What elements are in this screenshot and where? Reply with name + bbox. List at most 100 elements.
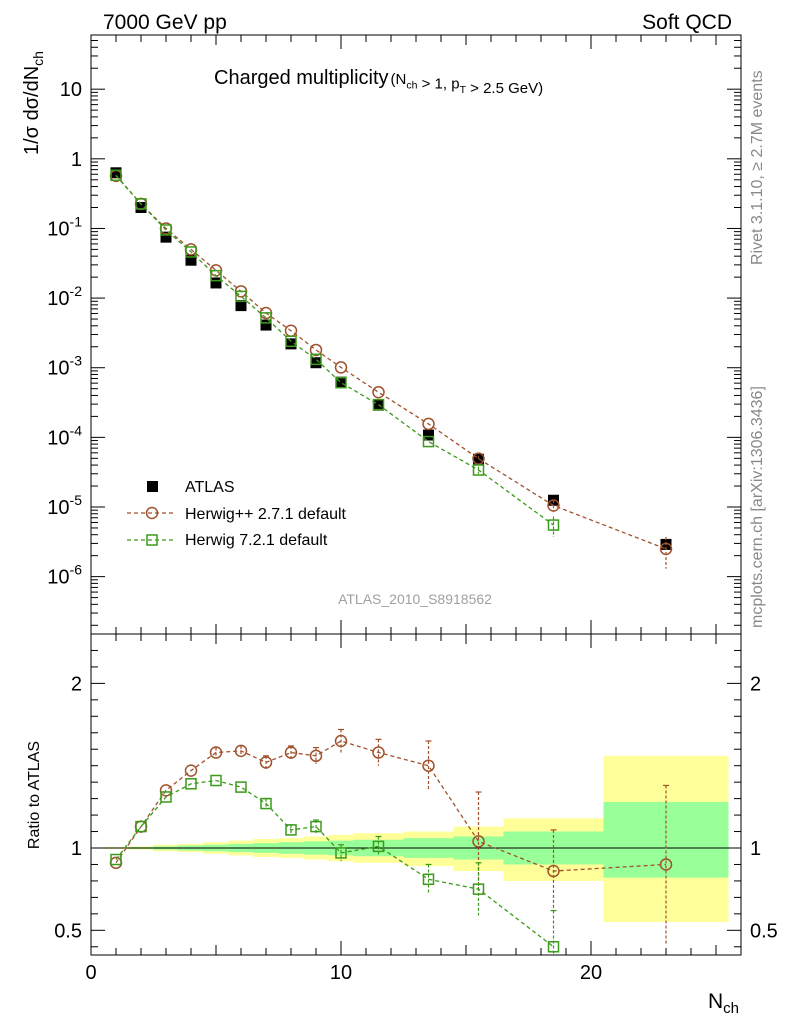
series-line-herwigpp <box>115 175 667 550</box>
herwigpp-point <box>659 542 673 556</box>
legend-herwigpp-label: Herwig++ 2.7.1 default <box>185 506 347 523</box>
atlas-point <box>135 201 147 213</box>
ratio-herwigpp-point <box>284 746 298 759</box>
main-y-tick-label: 10-4 <box>47 422 82 449</box>
atlas-point <box>185 254 197 266</box>
ratio-herwig7-point <box>185 778 197 790</box>
ratio-herwig7-point <box>547 941 560 953</box>
ratio-series-layer <box>109 728 673 955</box>
main-axis-ticks <box>90 34 742 634</box>
ratio-herwig7-point <box>160 791 172 803</box>
atlas-point <box>285 338 297 350</box>
main-y-tick-label: 10 <box>60 79 82 101</box>
ratio-y-tick-label-right: 2 <box>750 673 761 695</box>
main-series-layer <box>109 167 673 569</box>
rivet-label: Rivet 3.1.10, ≥ 2.7M events <box>749 70 766 265</box>
ratio-herwig7-point <box>472 883 485 895</box>
mcplots-label: mcplots.cern.ch [arXiv:1306.3436] <box>749 386 766 628</box>
main-y-tick-label: 10-6 <box>47 562 82 589</box>
atlas-point <box>160 231 172 243</box>
ratio-herwigpp-point <box>472 835 485 848</box>
ratio-frame <box>90 633 742 956</box>
x-tick-label: 20 <box>580 962 602 984</box>
herwigpp-point <box>372 385 385 399</box>
ratio-y-tick-labels: 2 2 1 1 0.5 0.5 <box>54 673 778 942</box>
ratio-uncertainty-bands <box>103 755 729 923</box>
x-tick-label: 10 <box>330 962 352 984</box>
main-panel: 10 1 10-1 10-2 10-3 10-4 10-5 10-6 Charged mult… <box>21 34 742 635</box>
legend-atlas-label: ATLAS <box>185 479 235 496</box>
herwig7-point <box>110 169 122 182</box>
ratio-axis-ticks <box>90 634 742 955</box>
ratio-herwigpp-point <box>309 749 323 763</box>
herwig7-point <box>372 398 385 411</box>
atlas-point <box>210 277 222 289</box>
ratio-y-tick-label-right: 0.5 <box>750 920 778 942</box>
ratio-line-herwig7 <box>115 779 554 948</box>
herwig7-point <box>185 246 197 258</box>
ratio-herwigpp-point <box>209 746 223 759</box>
ratio-herwig7-point <box>210 774 222 787</box>
main-y-tick-label: 10-2 <box>47 283 82 310</box>
herwig7-point <box>260 312 272 324</box>
herwigpp-point <box>334 361 348 374</box>
main-y-tick-label: 10-1 <box>47 213 82 240</box>
ratio-herwigpp-point <box>259 756 273 769</box>
herwig7-point <box>285 335 297 347</box>
herwigpp-point <box>422 417 435 431</box>
x-tick-label: 0 <box>85 962 96 984</box>
herwig7-point <box>160 224 172 236</box>
herwigpp-point <box>472 452 485 465</box>
herwig7-point <box>135 198 147 210</box>
legend-herwig7-label: Herwig 7.2.1 default <box>185 532 328 549</box>
ratio-herwig7-point <box>260 797 272 810</box>
ratio-herwig7-point <box>372 840 385 853</box>
x-tick-labels: 0 10 20 <box>85 962 602 984</box>
x-axis-label: Nch <box>708 990 739 1017</box>
ratio-herwig7-point <box>422 873 435 886</box>
ratio-herwigpp-point <box>372 746 385 759</box>
main-y-tick-label: 10-3 <box>47 353 82 380</box>
herwig7-point <box>422 435 435 448</box>
main-title: Charged multiplicity (Nch > 1, pT > 2.5 G… <box>214 67 543 97</box>
ratio-herwig7-point <box>235 781 247 793</box>
atlas-point <box>310 357 322 369</box>
herwigpp-point <box>309 343 323 357</box>
atlas-point <box>335 376 347 388</box>
ratio-herwig7-point <box>335 847 347 859</box>
herwig7-point <box>335 376 347 389</box>
herwig7-point <box>210 269 222 282</box>
ratio-line-herwigpp <box>115 740 667 872</box>
ratio-herwig7-point <box>110 853 122 866</box>
herwig7-point <box>310 353 322 366</box>
ratio-herwigpp-point <box>159 784 173 797</box>
ratio-y-tick-label: 2 <box>71 673 82 695</box>
header-left: 7000 GeV pp <box>103 11 227 34</box>
ratio-y-tick-label: 1 <box>71 838 82 860</box>
legend-herwig7-marker <box>146 534 158 546</box>
herwig7-point <box>235 290 247 303</box>
header-right: Soft QCD <box>642 11 732 34</box>
ratio-herwig7-point <box>135 820 147 833</box>
ratio-herwig7-point <box>310 820 322 833</box>
ratio-panel: 2 2 1 1 0.5 0.5 Ratio to ATLAS 0 10 20 Nch <box>26 633 778 1017</box>
atlas-point <box>235 300 247 312</box>
atlas-point <box>260 319 272 331</box>
analysis-watermark: ATLAS_2010_S8918562 <box>338 591 492 607</box>
legend: ATLAS Herwig++ 2.7.1 default Herwig 7.2.… <box>127 479 347 549</box>
herwig7-point <box>472 464 485 476</box>
main-y-tick-label: 1 <box>71 149 82 171</box>
legend-atlas-marker <box>147 481 158 492</box>
ratio-herwigpp-point <box>659 858 673 871</box>
main-title-text: Charged multiplicity <box>214 67 389 89</box>
ratio-herwigpp-point <box>422 759 435 772</box>
main-title-condition: (Nch > 1, pT > 2.5 GeV) <box>391 71 544 97</box>
ratio-y-axis-label: Ratio to ATLAS <box>26 741 43 849</box>
ratio-y-tick-label: 0.5 <box>54 920 82 942</box>
legend-herwigpp-marker <box>145 506 159 520</box>
herwig7-point <box>547 519 560 531</box>
ratio-herwigpp-point <box>334 734 348 748</box>
ratio-y-tick-label-right: 1 <box>750 838 761 860</box>
main-y-axis-label: 1/σ dσ/dNch <box>21 51 46 155</box>
